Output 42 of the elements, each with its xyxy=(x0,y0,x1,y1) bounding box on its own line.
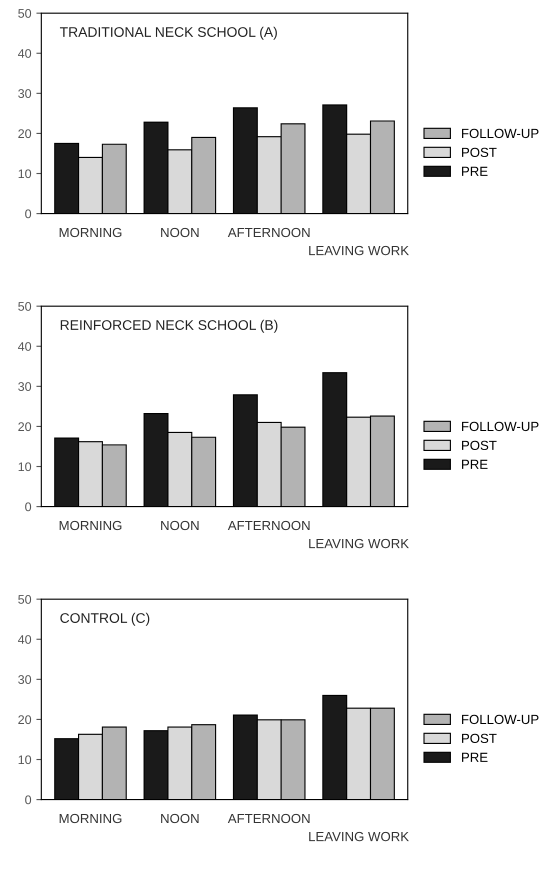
x-tick-label: NOON xyxy=(161,228,199,238)
y-tick-label: 30 xyxy=(18,675,32,684)
text: CONTROL (C) xyxy=(60,612,150,626)
x-tick-label: MORNING xyxy=(60,520,122,530)
x-tick-label: AFTERNOON xyxy=(228,228,310,238)
y-tick-label: 40 xyxy=(18,342,32,351)
text: REINFORCED NECK SCHOOL (B) xyxy=(60,320,278,333)
y-tick-label: 10 xyxy=(18,462,32,472)
legend-label: PRE xyxy=(462,752,488,762)
y-tick-label: 10 xyxy=(18,169,32,178)
x-tick-label: NOON xyxy=(161,520,199,530)
legend-label: POST xyxy=(462,440,497,450)
y-tick-label: 10 xyxy=(18,755,32,764)
y-tick-label: 20 xyxy=(18,715,32,724)
legend-label: FOLLOW-UP xyxy=(462,128,538,138)
x-tick-label: MORNING xyxy=(60,814,122,824)
text: TRADITIONAL NECK SCHOOL (A) xyxy=(60,26,277,40)
y-tick-label: 30 xyxy=(18,89,32,98)
x-tick-label: AFTERNOON xyxy=(228,814,310,824)
legend-label: PRE xyxy=(462,460,488,469)
y-tick-label: 0 xyxy=(25,795,32,804)
y-tick-label: 0 xyxy=(25,209,32,218)
y-tick-label: 20 xyxy=(18,129,32,138)
y-tick-label: 0 xyxy=(25,502,32,512)
legend-label: POST xyxy=(462,734,497,744)
y-tick-label: 50 xyxy=(18,594,32,604)
legend-label: FOLLOW-UP xyxy=(462,422,538,432)
x-tick-label: LEAVING WORK xyxy=(309,832,409,842)
y-tick-label: 40 xyxy=(18,49,32,58)
y-tick-label: 20 xyxy=(18,422,32,432)
y-tick-label: 50 xyxy=(18,8,32,18)
x-tick-label: MORNING xyxy=(60,228,122,238)
x-tick-label: AFTERNOON xyxy=(228,520,310,530)
x-tick-label: LEAVING WORK xyxy=(309,246,409,256)
legend-label: POST xyxy=(462,148,497,158)
x-tick-label: LEAVING WORK xyxy=(309,538,409,548)
x-tick-label: NOON xyxy=(161,814,199,824)
y-tick-label: 50 xyxy=(18,302,32,311)
legend-label: FOLLOW-UP xyxy=(462,714,538,724)
legend-label: PRE xyxy=(462,166,488,176)
y-tick-label: 40 xyxy=(18,635,32,644)
y-tick-label: 30 xyxy=(18,382,32,391)
